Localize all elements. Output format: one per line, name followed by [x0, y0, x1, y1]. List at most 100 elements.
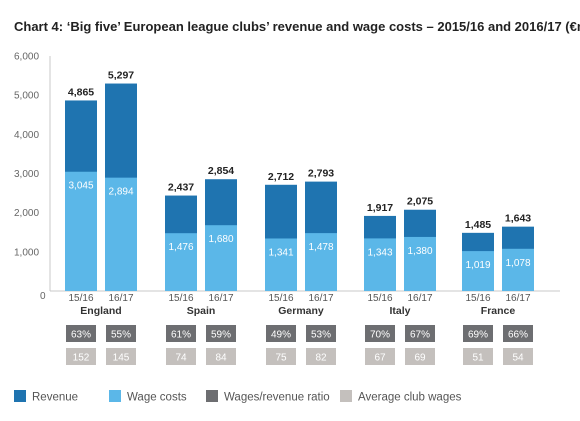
period-label: 16/17: [208, 293, 233, 304]
avg-wages-badge: [405, 348, 435, 365]
avg-wages-badge: [106, 348, 136, 365]
wage-costs-bar: [105, 177, 137, 291]
avg-wages-badge-label: 74: [175, 353, 187, 364]
wage-costs-data-label: 1,680: [208, 234, 233, 245]
y-tick-label: 0: [40, 291, 46, 302]
y-tick-label: 6,000: [14, 52, 39, 63]
ratio-badge: [503, 325, 533, 342]
avg-wages-badge-label: 75: [275, 353, 287, 364]
wage-costs-data-label: 1,476: [168, 242, 193, 253]
wage-costs-bar: [205, 225, 237, 291]
avg-wages-badge-label: 67: [374, 353, 386, 364]
ratio-badge-label: 63%: [71, 330, 91, 341]
period-label: 15/16: [367, 293, 392, 304]
country-label: Italy: [389, 305, 410, 317]
wage-costs-bar: [364, 238, 396, 291]
ratio-badge: [66, 325, 96, 342]
country-label: Germany: [278, 305, 324, 317]
ratio-badge-label: 53%: [311, 330, 331, 341]
wage-costs-bar: [165, 233, 197, 291]
period-label: 16/17: [108, 293, 133, 304]
period-label: 15/16: [68, 293, 93, 304]
ratio-badge: [266, 325, 296, 342]
wage-costs-bar: [404, 236, 436, 291]
legend-swatch: [340, 390, 352, 402]
avg-wages-badge-label: 152: [73, 353, 90, 364]
revenue-data-label: 1,917: [367, 202, 393, 214]
revenue-data-label: 5,297: [108, 70, 134, 82]
avg-wages-badge-label: 145: [113, 353, 130, 364]
y-tick-label: 5,000: [14, 91, 39, 102]
ratio-badge-label: 67%: [410, 330, 430, 341]
period-label: 15/16: [268, 293, 293, 304]
wage-costs-data-label: 3,045: [68, 181, 93, 192]
wage-costs-data-label: 1,478: [308, 242, 333, 253]
country-label: Spain: [187, 305, 216, 317]
ratio-badge-label: 49%: [271, 330, 291, 341]
period-label: 16/17: [407, 293, 432, 304]
wage-costs-data-label: 1,343: [367, 247, 392, 258]
wage-costs-data-label: 1,341: [268, 247, 293, 258]
country-label: France: [481, 305, 516, 317]
wage-costs-data-label: 1,380: [407, 246, 432, 257]
avg-wages-badge: [266, 348, 296, 365]
chart-title: Chart 4: ‘Big five’ European league club…: [14, 19, 580, 34]
ratio-badge: [365, 325, 395, 342]
country-label: England: [80, 305, 121, 317]
legend-label: Wages/revenue ratio: [224, 392, 330, 404]
ratio-badge: [166, 325, 196, 342]
ratio-badge: [463, 325, 493, 342]
avg-wages-badge-label: 82: [315, 353, 327, 364]
legend-swatch: [206, 390, 218, 402]
wage-costs-bar: [265, 238, 297, 291]
ratio-badge-label: 55%: [111, 330, 131, 341]
avg-wages-badge: [206, 348, 236, 365]
legend-label: Revenue: [32, 392, 78, 404]
wage-costs-bar: [305, 233, 337, 291]
ratio-badge: [405, 325, 435, 342]
period-label: 15/16: [168, 293, 193, 304]
revenue-data-label: 2,437: [168, 182, 194, 194]
avg-wages-badge-label: 84: [215, 353, 227, 364]
y-tick-label: 1,000: [14, 247, 39, 258]
avg-wages-badge: [306, 348, 336, 365]
ratio-badge-label: 61%: [171, 330, 191, 341]
period-label: 16/17: [505, 293, 530, 304]
wage-costs-bar: [502, 248, 534, 291]
y-tick-label: 3,000: [14, 169, 39, 180]
badges: 63% 152 55% 145 61% 74 59% 84 49% 75 53% 82 70% 67 67%…: [66, 325, 533, 365]
bars: [65, 83, 534, 292]
revenue-data-label: 2,793: [308, 168, 334, 180]
ratio-badge-label: 70%: [370, 330, 390, 341]
avg-wages-badge-label: 51: [472, 353, 484, 364]
revenue-data-label: 1,643: [505, 213, 531, 225]
labels: 4,8653,04515/165,2972,89416/17England2,4…: [68, 70, 531, 317]
wage-costs-data-label: 1,078: [505, 258, 530, 269]
legend-label: Wage costs: [127, 392, 187, 404]
legend-swatch: [14, 390, 26, 402]
revenue-data-label: 2,075: [407, 196, 433, 208]
avg-wages-badge-label: 69: [414, 353, 426, 364]
y-tick-label: 2,000: [14, 208, 39, 219]
wage-costs-data-label: 1,019: [465, 260, 490, 271]
avg-wages-badge: [66, 348, 96, 365]
avg-wages-badge: [463, 348, 493, 365]
avg-wages-badge: [503, 348, 533, 365]
avg-wages-badge: [365, 348, 395, 365]
legend: Revenue Wage costs Wages/revenue ratio Aver…: [14, 390, 462, 404]
legend-swatch: [109, 390, 121, 402]
ratio-badge-label: 69%: [468, 330, 488, 341]
ratio-badge-label: 66%: [508, 330, 528, 341]
revenue-data-label: 1,485: [465, 219, 491, 231]
ratio-badge-label: 59%: [211, 330, 231, 341]
period-label: 15/16: [465, 293, 490, 304]
period-label: 16/17: [308, 293, 333, 304]
ratio-badge: [106, 325, 136, 342]
revenue-data-label: 2,712: [268, 171, 294, 183]
legend-label: Average club wages: [358, 392, 462, 404]
wage-costs-data-label: 2,894: [108, 187, 133, 198]
ratio-badge: [306, 325, 336, 342]
wage-costs-bar: [462, 251, 494, 291]
revenue-data-label: 4,865: [68, 86, 94, 98]
